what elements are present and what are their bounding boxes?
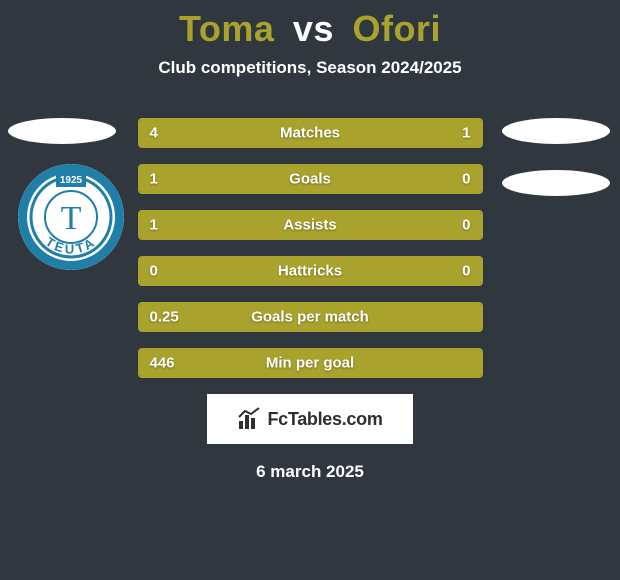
stat-label: Min per goal	[266, 355, 354, 372]
brand-chart-icon	[237, 407, 261, 431]
badge-letter: T	[61, 200, 82, 237]
stat-value-right: 0	[462, 171, 470, 188]
footer-date: 6 march 2025	[0, 462, 620, 482]
player2-placeholder-ellipse-2	[502, 170, 610, 196]
page-title: Toma vs Ofori	[0, 0, 620, 50]
stat-row: 1 Goals 0	[138, 164, 483, 194]
stat-row: 0 Hattricks 0	[138, 256, 483, 286]
stat-value-left: 446	[150, 355, 175, 372]
vs-separator: vs	[293, 8, 334, 49]
stat-label: Hattricks	[278, 263, 342, 280]
stats-area: 1925 T TEUTA 4 Matches 1 1 Goals 0 1 Assists 0 0 H…	[0, 118, 620, 378]
stat-value-left: 0.25	[150, 309, 179, 326]
stat-row: 446 Min per goal	[138, 348, 483, 378]
stat-value-left: 4	[150, 125, 158, 142]
stat-fill-left	[140, 120, 413, 146]
player2-name: Ofori	[352, 8, 441, 49]
badge-year: 1925	[60, 175, 83, 186]
stat-value-right: 0	[462, 217, 470, 234]
player2-placeholder-ellipse-1	[502, 118, 610, 144]
club-badge-icon: 1925 T TEUTA	[18, 164, 124, 270]
brand-strip: FcTables.com	[207, 394, 413, 444]
stat-label: Matches	[280, 125, 340, 142]
stat-value-right: 1	[462, 125, 470, 142]
stat-rows: 4 Matches 1 1 Goals 0 1 Assists 0 0 Hattricks 0 0.25…	[138, 118, 483, 378]
player1-name: Toma	[179, 8, 274, 49]
stat-row: 1 Assists 0	[138, 210, 483, 240]
stat-label: Goals	[289, 171, 331, 188]
player1-placeholder-ellipse	[8, 118, 116, 144]
subtitle: Club competitions, Season 2024/2025	[0, 58, 620, 78]
stat-value-left: 1	[150, 171, 158, 188]
stat-fill-left	[140, 212, 413, 238]
stat-label: Assists	[283, 217, 336, 234]
stat-value-right: 0	[462, 263, 470, 280]
stat-row: 4 Matches 1	[138, 118, 483, 148]
stat-fill-left	[140, 258, 413, 284]
stat-value-left: 0	[150, 263, 158, 280]
stat-row: 0.25 Goals per match	[138, 302, 483, 332]
club-badge: 1925 T TEUTA	[18, 164, 124, 270]
stat-value-left: 1	[150, 217, 158, 234]
brand-name: FcTables.com	[267, 409, 382, 430]
stat-label: Goals per match	[251, 309, 369, 326]
